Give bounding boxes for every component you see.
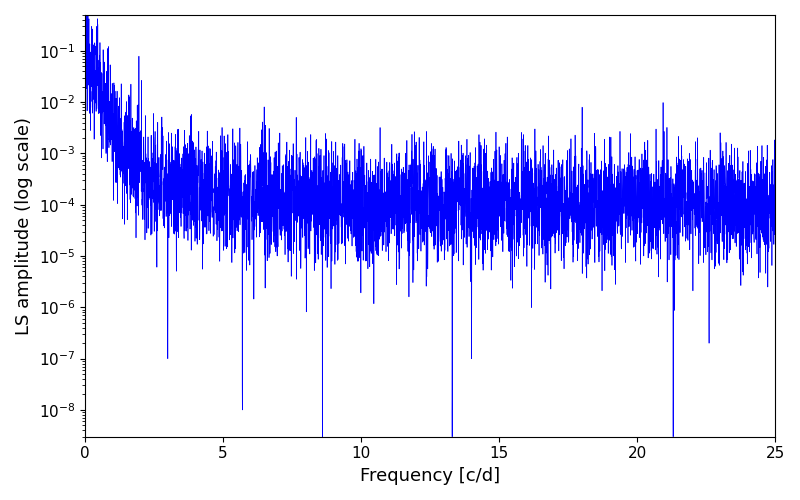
Y-axis label: LS amplitude (log scale): LS amplitude (log scale) bbox=[15, 117, 33, 335]
X-axis label: Frequency [c/d]: Frequency [c/d] bbox=[360, 467, 500, 485]
